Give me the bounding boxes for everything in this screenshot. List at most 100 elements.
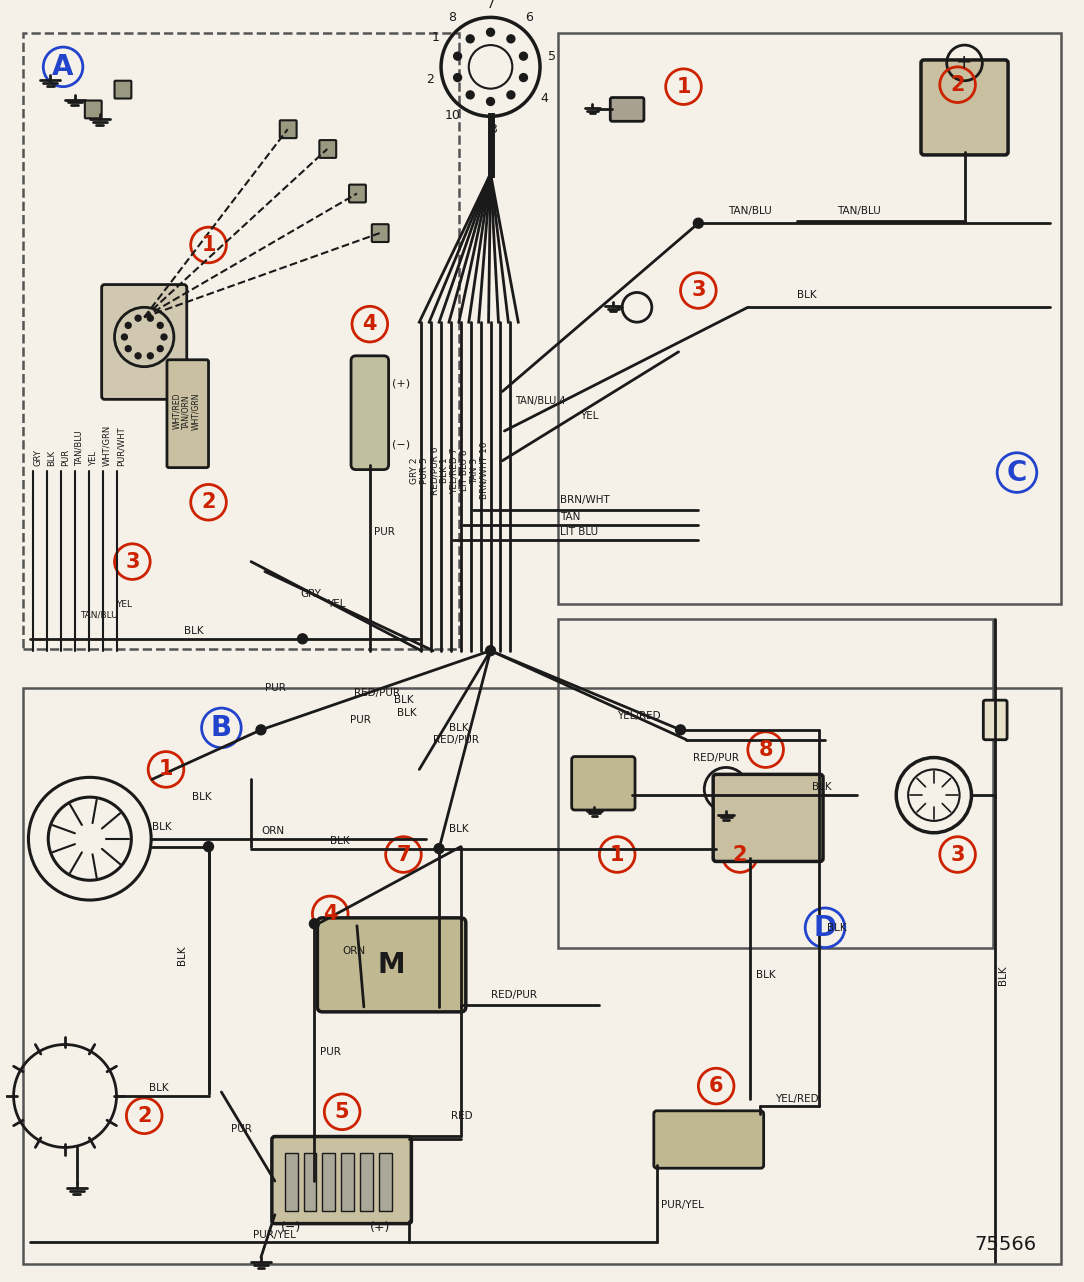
Text: PUR: PUR (264, 683, 286, 694)
Text: 6: 6 (525, 12, 533, 24)
Text: PUR/YEL: PUR/YEL (253, 1229, 296, 1240)
Circle shape (694, 218, 704, 228)
Text: PUR: PUR (321, 1047, 341, 1058)
Text: BLK: BLK (449, 824, 468, 833)
Text: (+): (+) (391, 378, 410, 388)
Text: BRN/WHT 10: BRN/WHT 10 (479, 442, 489, 500)
Circle shape (121, 335, 128, 340)
Text: BLK: BLK (192, 792, 211, 803)
FancyBboxPatch shape (85, 100, 102, 118)
Text: BLK: BLK (756, 970, 775, 981)
FancyBboxPatch shape (372, 224, 389, 242)
Text: 7: 7 (397, 845, 411, 864)
Text: PUR/WHT: PUR/WHT (116, 426, 126, 465)
Text: TAN 3: TAN 3 (469, 458, 479, 483)
FancyBboxPatch shape (360, 1154, 373, 1210)
Circle shape (136, 353, 141, 359)
Text: 3: 3 (125, 551, 140, 572)
FancyBboxPatch shape (378, 1154, 391, 1210)
Circle shape (453, 73, 462, 82)
Circle shape (157, 322, 164, 328)
Text: BLK: BLK (393, 695, 413, 705)
Text: RED/PUR: RED/PUR (491, 990, 537, 1000)
Text: PUR/YEL: PUR/YEL (661, 1200, 704, 1210)
Text: TAN/BLU: TAN/BLU (80, 610, 117, 619)
Text: BLK: BLK (177, 946, 186, 965)
Text: GRY: GRY (300, 590, 322, 599)
Text: 1: 1 (676, 77, 691, 96)
Text: 5: 5 (335, 1101, 349, 1122)
Text: BLK: BLK (184, 626, 204, 636)
Circle shape (466, 91, 474, 99)
Text: BLK: BLK (798, 291, 817, 300)
Text: WHT/RED: WHT/RED (172, 394, 181, 429)
FancyBboxPatch shape (654, 1110, 763, 1168)
Text: YEL: YEL (89, 451, 98, 465)
Circle shape (204, 842, 214, 851)
Text: 2: 2 (426, 73, 434, 86)
Text: BLK: BLK (827, 923, 847, 933)
Text: YEL: YEL (580, 412, 598, 422)
Text: M: M (378, 951, 405, 979)
Text: BLK 1: BLK 1 (440, 458, 449, 483)
Text: BLK: BLK (150, 1083, 169, 1094)
Circle shape (519, 73, 528, 82)
FancyBboxPatch shape (280, 121, 297, 138)
Text: BLK: BLK (48, 450, 56, 465)
FancyBboxPatch shape (115, 81, 131, 99)
FancyBboxPatch shape (571, 756, 635, 810)
Text: (−): (−) (281, 1220, 301, 1235)
Circle shape (126, 346, 131, 351)
Text: 3: 3 (951, 845, 965, 864)
FancyBboxPatch shape (983, 700, 1007, 740)
Text: 8: 8 (448, 12, 456, 24)
Text: TAN/BLU: TAN/BLU (728, 206, 772, 217)
Circle shape (256, 724, 266, 735)
Text: LIT BLU 8: LIT BLU 8 (460, 450, 468, 491)
FancyBboxPatch shape (167, 360, 208, 468)
Text: TAN: TAN (559, 512, 580, 522)
Text: 1: 1 (610, 845, 624, 864)
Text: 2: 2 (137, 1106, 152, 1126)
Circle shape (162, 335, 167, 340)
Text: PUR: PUR (350, 715, 371, 724)
Text: ORN: ORN (261, 826, 284, 836)
Text: YEL/RED: YEL/RED (775, 1094, 820, 1104)
Text: 5: 5 (547, 50, 556, 63)
Text: RED/PUR: RED/PUR (434, 735, 479, 745)
FancyBboxPatch shape (351, 356, 389, 469)
Text: BLK: BLK (812, 782, 831, 792)
Text: B: B (210, 714, 232, 742)
Circle shape (507, 91, 515, 99)
Text: BLK: BLK (152, 822, 171, 832)
Text: 1: 1 (431, 31, 439, 44)
Circle shape (147, 353, 153, 359)
Text: 4: 4 (541, 91, 549, 105)
Text: TAN/ORN: TAN/ORN (182, 394, 191, 428)
Text: RED/PUR 6: RED/PUR 6 (430, 446, 439, 495)
FancyBboxPatch shape (341, 1154, 354, 1210)
FancyBboxPatch shape (285, 1154, 298, 1210)
Text: RED/PUR: RED/PUR (694, 753, 739, 763)
Text: 8: 8 (759, 740, 773, 760)
FancyBboxPatch shape (102, 285, 186, 400)
Text: ORN: ORN (343, 946, 365, 955)
Text: 6: 6 (709, 1076, 723, 1096)
Text: BRN/WHT: BRN/WHT (559, 495, 609, 505)
Text: 3: 3 (692, 281, 706, 300)
Circle shape (453, 53, 462, 60)
Text: TAN/BLU 4: TAN/BLU 4 (515, 396, 566, 406)
Text: PUR 5: PUR 5 (421, 458, 429, 485)
FancyBboxPatch shape (713, 774, 823, 862)
FancyBboxPatch shape (320, 140, 336, 158)
Circle shape (309, 919, 320, 928)
Circle shape (487, 28, 494, 36)
Text: PUR: PUR (231, 1123, 253, 1133)
Text: 7: 7 (487, 0, 494, 12)
Text: 75566: 75566 (975, 1236, 1036, 1254)
Text: WHT/GRN: WHT/GRN (192, 392, 201, 429)
Text: RED/PUR: RED/PUR (354, 688, 400, 699)
Circle shape (487, 97, 494, 105)
Text: BLK: BLK (397, 708, 416, 718)
Text: BLK: BLK (331, 836, 350, 846)
